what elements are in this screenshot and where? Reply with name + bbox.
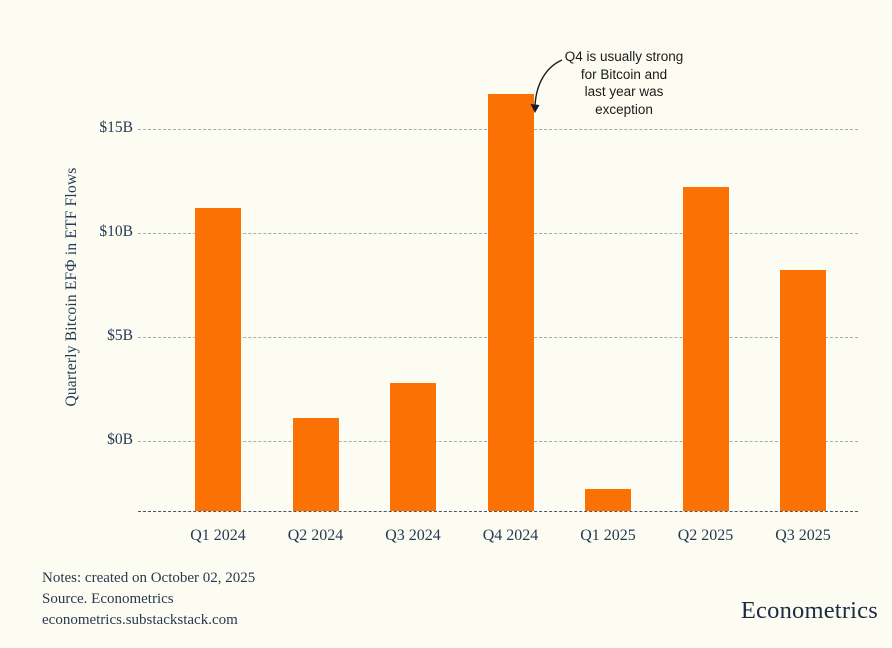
x-tick-label: Q1 2024 bbox=[190, 527, 246, 545]
bar bbox=[292, 418, 339, 512]
bar bbox=[682, 187, 729, 512]
bar bbox=[780, 270, 826, 512]
x-tick-label: Q3 2025 bbox=[775, 527, 831, 545]
x-axis-baseline bbox=[138, 511, 858, 513]
x-tick-label: Q2 2024 bbox=[287, 527, 344, 545]
bar bbox=[585, 488, 631, 512]
bar bbox=[390, 382, 436, 512]
x-tick-label: Q3 2024 bbox=[385, 527, 441, 545]
bar bbox=[195, 208, 241, 512]
y-tick-label: $15B bbox=[99, 119, 133, 136]
x-tick-label: Q4 2024 bbox=[482, 527, 539, 545]
chart-annotation: Q4 is usually strong for Bitcoin and las… bbox=[564, 49, 684, 117]
footer-notes: Notes: created on October 02, 2025 Sourc… bbox=[42, 568, 255, 631]
y-axis-title: Quarterly Bitcoin EFФ in ETF Flows bbox=[63, 167, 80, 407]
y-tick-label: $0B bbox=[107, 431, 133, 448]
brand-logo: Econometrics bbox=[740, 597, 878, 624]
footer-note-line: Notes: created on October 02, 2025 bbox=[42, 570, 256, 586]
annotation-arrow-icon bbox=[530, 59, 563, 113]
bar bbox=[487, 93, 534, 512]
y-tick-label: $5B bbox=[107, 327, 133, 344]
footer-note-line: econometrics.substackstack.com bbox=[42, 612, 238, 628]
x-tick-label: Q2 2025 bbox=[677, 527, 734, 545]
x-tick-label: Q1 2025 bbox=[580, 527, 636, 545]
y-tick-label: $10B bbox=[99, 223, 133, 240]
footer-note-line: Source. Econometrics bbox=[42, 591, 174, 607]
